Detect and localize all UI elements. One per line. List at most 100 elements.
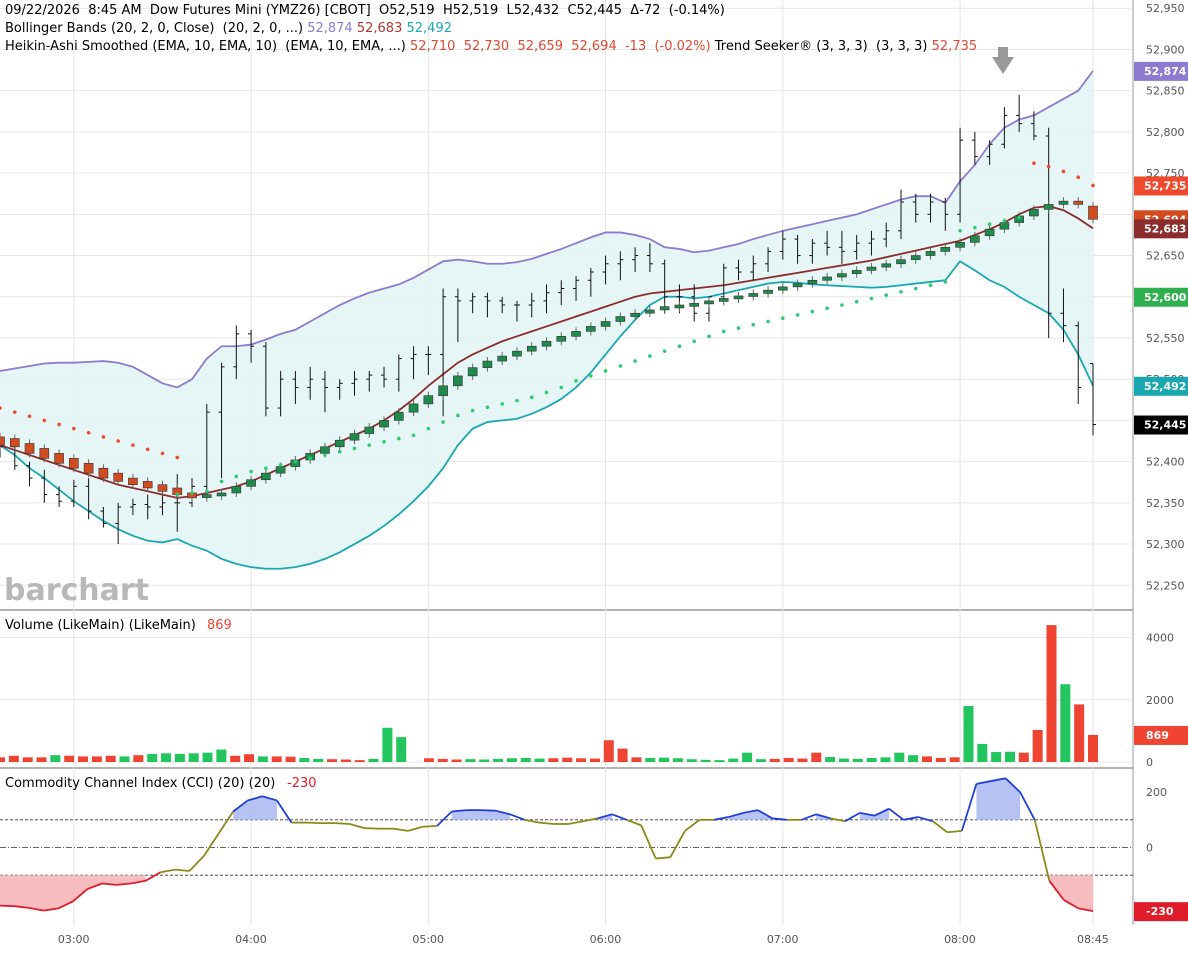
ha-candle <box>763 289 773 294</box>
trend-seeker-green-dot <box>795 313 800 317</box>
ohlc-bar <box>56 486 63 507</box>
cci-line-segment <box>524 818 540 824</box>
trend-seeker-red-dot <box>42 418 47 423</box>
chart-header-quote: 09/22/2026 8:45 AM Dow Futures Mini (YMZ… <box>5 2 725 19</box>
trend-seeker-green-dot <box>603 369 608 373</box>
ha-candle <box>955 242 965 248</box>
cci-line-segment <box>72 888 89 903</box>
ohlc-bar <box>750 255 757 281</box>
cci-line-segment <box>28 906 44 912</box>
volume-bar <box>78 756 89 762</box>
trend-seeker-green-dot <box>574 379 578 383</box>
ohlc-bar <box>1030 111 1037 141</box>
cci-line-segment <box>276 799 293 824</box>
ha-candle <box>379 420 389 428</box>
ohlc-bar <box>381 366 388 388</box>
ha-candle <box>1029 209 1039 217</box>
trend-seeker-green-dot <box>825 306 829 311</box>
ha-candle <box>630 312 640 317</box>
volume-bar <box>700 759 711 762</box>
ha-candle <box>733 295 744 300</box>
ohlc-bar <box>26 461 33 487</box>
volume-bar <box>1018 752 1029 762</box>
volume-price-label: 869 <box>1134 725 1188 745</box>
volume-bar <box>493 758 504 762</box>
cci-line-segment <box>262 795 278 802</box>
volume-bar <box>91 756 102 762</box>
volume-bar <box>299 757 310 762</box>
trend-seeker-green-dot <box>234 474 239 479</box>
ha-candle <box>645 309 655 314</box>
volume-bar <box>672 758 683 762</box>
price-tick-label: 52,650 <box>1146 250 1185 263</box>
trend-seeker-green-dot <box>293 459 298 464</box>
trend-seeker-red-dot <box>131 443 135 447</box>
trend-seeker-green-dot <box>190 491 194 495</box>
cci-line-segment <box>393 827 409 832</box>
ohlc-bar <box>735 259 742 281</box>
trend-seeker-green-dot <box>1017 215 1021 220</box>
heikin-ashi-legend: Heikin-Ashi Smoothed (EMA, 10, EMA, 10) … <box>5 38 977 55</box>
trend-seeker-green-dot <box>943 280 948 284</box>
volume-bar <box>520 757 531 762</box>
ohlc-bar <box>100 506 107 528</box>
price-label: 52,735 <box>1134 176 1188 196</box>
trend-seeker-green-dot <box>485 405 490 410</box>
price-label-box <box>1134 415 1188 435</box>
ohlc-bar <box>203 403 210 499</box>
ha-candle <box>896 259 906 265</box>
bollinger-band-fill <box>0 70 1093 569</box>
volume-bar <box>313 758 324 762</box>
ha-candle <box>334 439 345 448</box>
trend-seeker-green-dot <box>958 229 962 233</box>
time-tick-label: 08:00 <box>944 933 976 946</box>
trend-seeker-green-dot <box>367 443 372 447</box>
volume-bar <box>423 758 434 762</box>
trend-seeker-green-dot <box>899 290 903 294</box>
ha-candle <box>69 458 79 469</box>
trend-seeker-green-dot <box>751 322 756 327</box>
price-tick-label: 52,250 <box>1146 579 1185 592</box>
ohlc-bar <box>853 234 860 260</box>
cci-line-segment <box>160 868 176 874</box>
trend-seeker-green-dot <box>308 456 312 461</box>
trend-seeker-green-dot <box>323 453 327 457</box>
ohlc-bar <box>838 230 845 264</box>
ha-candle <box>83 462 94 474</box>
ha-candle <box>1043 204 1054 210</box>
ha-candle <box>792 283 803 288</box>
ha-candle <box>393 411 404 421</box>
ohlc-bar <box>794 234 801 264</box>
cci-line-segment <box>101 882 117 886</box>
ohlc-bar <box>70 479 77 507</box>
trend-seeker-green-dot <box>766 319 770 324</box>
time-tick-label: 04:00 <box>235 933 267 946</box>
trend-seeker-green-dot <box>559 385 564 390</box>
cci-line-segment <box>611 813 627 821</box>
ohlc-bar <box>484 292 491 318</box>
trend-seeker-red-dot <box>175 455 180 460</box>
volume-bar <box>1032 729 1043 762</box>
volume-bar <box>659 757 670 762</box>
trend-seeker-green-dot <box>249 469 253 474</box>
ha-candle <box>999 222 1010 230</box>
ohlc-bar <box>942 197 949 231</box>
volume-bar <box>451 759 462 762</box>
cci-line-segment <box>917 816 933 823</box>
ha-candle <box>438 385 448 396</box>
ha-candle <box>851 270 862 274</box>
cci-line-segment <box>626 818 642 827</box>
ha-candle <box>822 276 832 281</box>
price-tick-label: 52,300 <box>1146 538 1185 551</box>
trend-seeker-red-dot <box>1061 169 1066 174</box>
ohlc-bar <box>1060 288 1067 343</box>
ohlc-bar <box>174 473 181 532</box>
trend-seeker-green-dot <box>884 293 889 297</box>
volume-bar <box>479 759 490 762</box>
price-tick-label: 52,900 <box>1146 43 1185 56</box>
trend-seeker-red-dot <box>160 451 165 456</box>
price-label: 52,492 <box>1134 376 1188 396</box>
ohlc-bar <box>1001 107 1008 149</box>
ha-candle <box>497 355 507 362</box>
